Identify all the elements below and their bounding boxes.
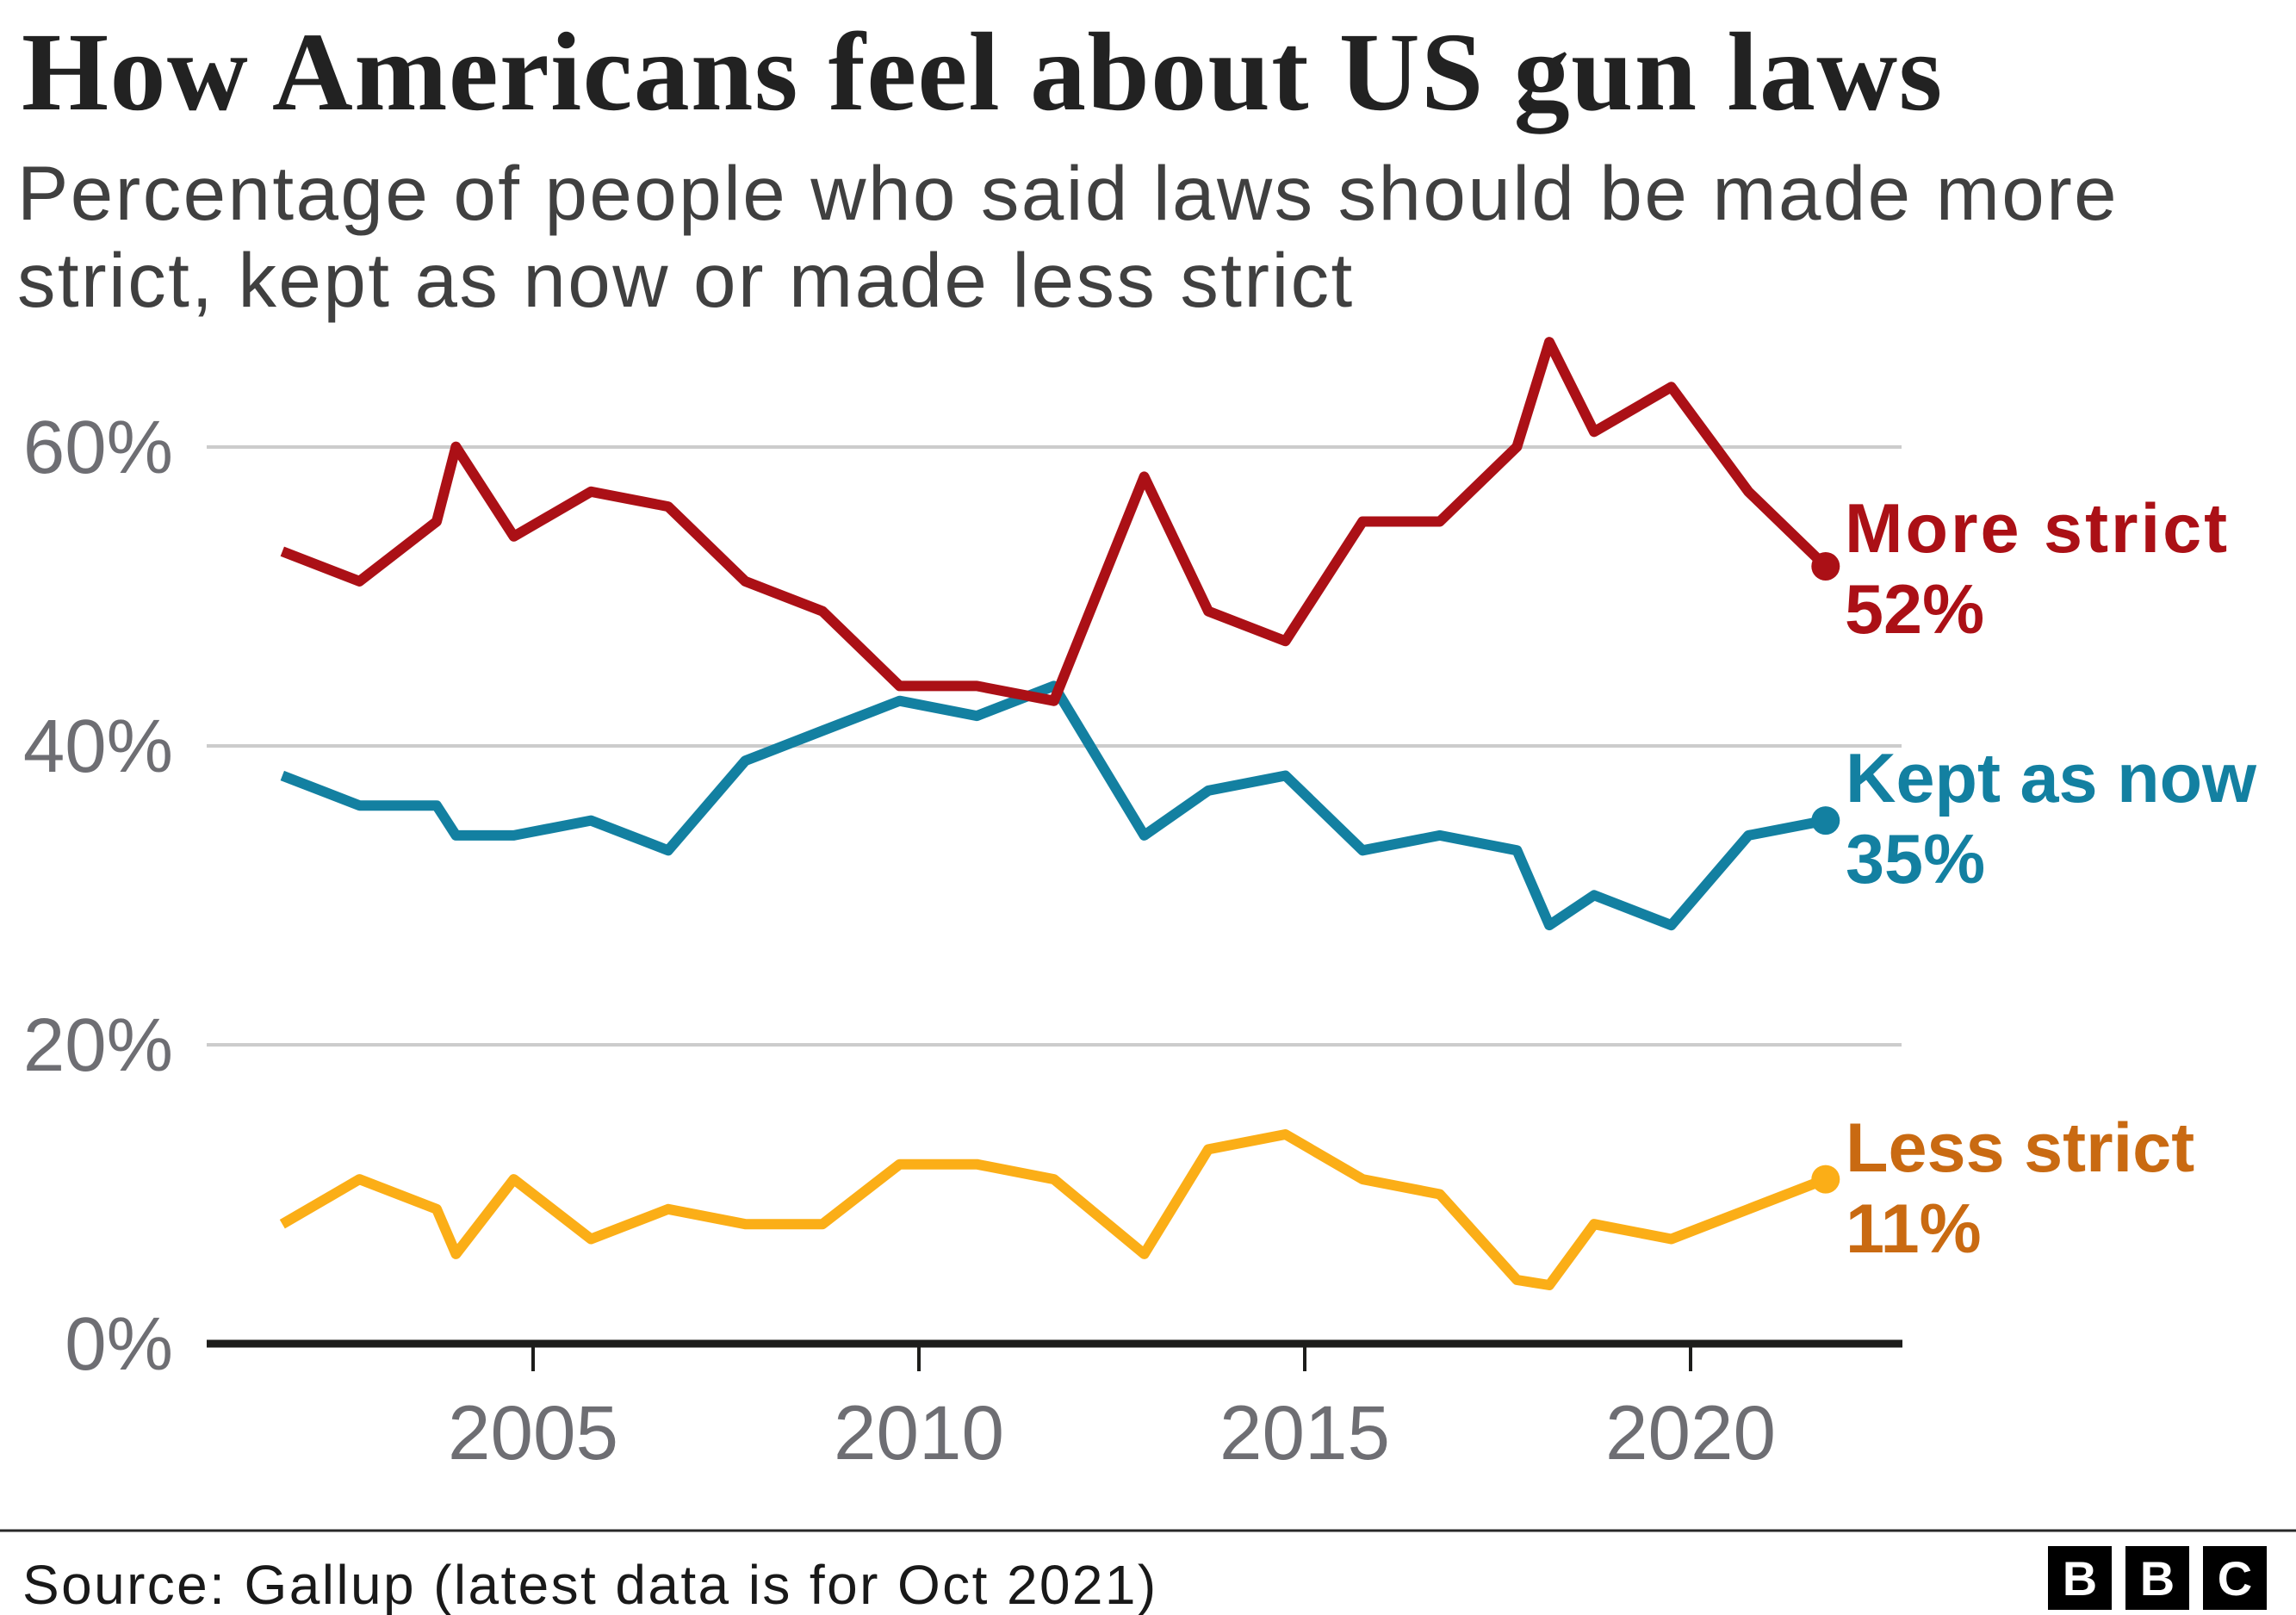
svg-text:2015: 2015: [1219, 1389, 1390, 1475]
svg-text:Less strict: Less strict: [1846, 1109, 2194, 1187]
svg-text:Kept as now: Kept as now: [1846, 740, 2257, 817]
svg-text:2005: 2005: [448, 1389, 618, 1475]
svg-text:11%: 11%: [1846, 1190, 1982, 1268]
svg-text:Percentage of people who said: Percentage of people who said laws shoul…: [17, 150, 2119, 236]
svg-text:0%: 0%: [65, 1302, 173, 1386]
svg-text:Source: Gallup (latest data is: Source: Gallup (latest data is for Oct 2…: [22, 1554, 1158, 1615]
svg-text:2010: 2010: [834, 1389, 1004, 1475]
svg-text:20%: 20%: [23, 1003, 173, 1087]
svg-text:2020: 2020: [1605, 1389, 1776, 1475]
svg-text:strict, kept as now or made le: strict, kept as now or made less strict: [17, 237, 1355, 323]
svg-text:35%: 35%: [1846, 821, 1985, 898]
svg-text:C: C: [2218, 1551, 2252, 1606]
svg-text:40%: 40%: [23, 705, 173, 788]
svg-text:B: B: [2063, 1551, 2097, 1606]
svg-text:B: B: [2140, 1551, 2175, 1606]
svg-text:52%: 52%: [1845, 571, 1984, 649]
svg-text:More strict: More strict: [1845, 490, 2230, 568]
svg-text:60%: 60%: [23, 406, 173, 489]
svg-text:How Americans feel about US gu: How Americans feel about US gun laws: [22, 10, 1944, 134]
